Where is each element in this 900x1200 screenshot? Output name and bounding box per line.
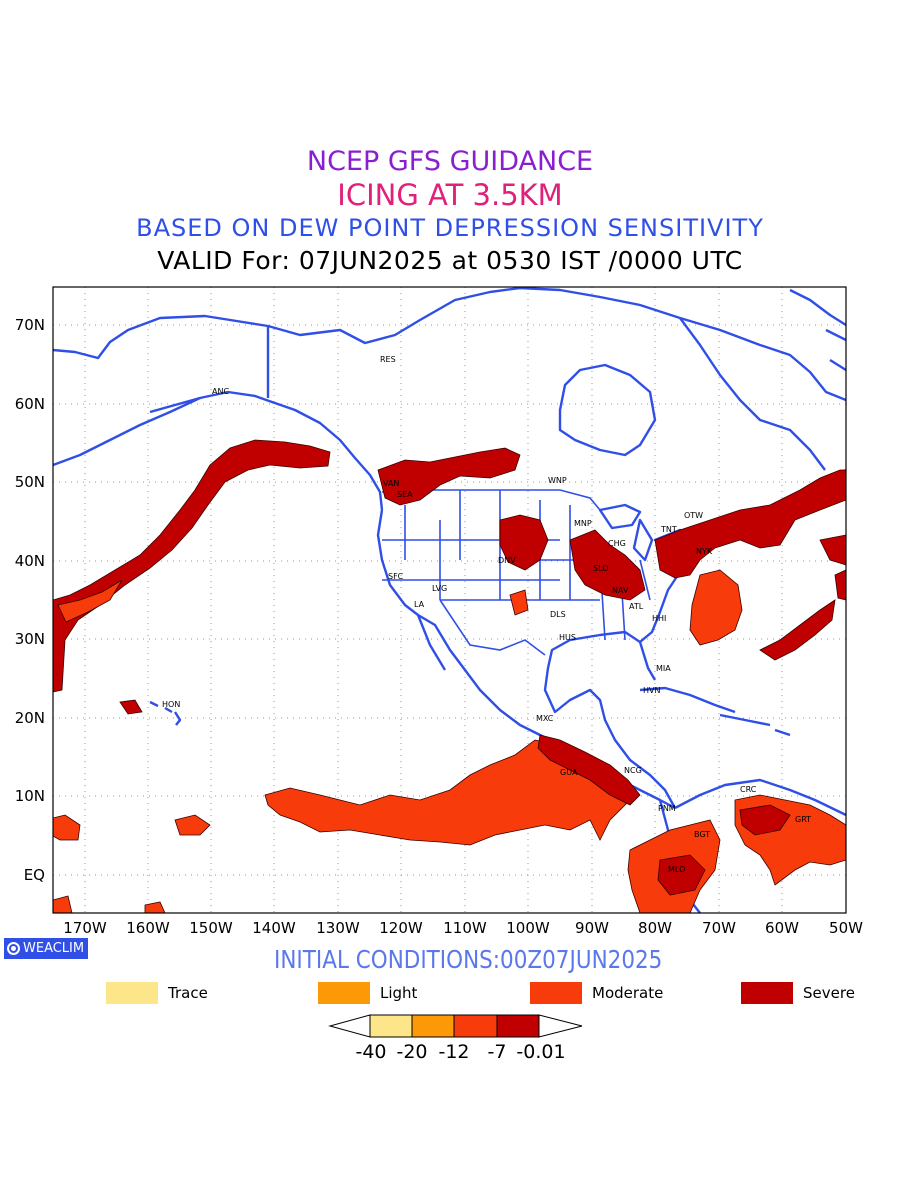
city-label: LA	[414, 600, 425, 609]
circle-logo-icon	[7, 942, 20, 955]
title-method: BASED ON DEW POINT DEPRESSION SENSITIVIT…	[136, 214, 764, 242]
colorbar-tick: -12	[438, 1041, 469, 1063]
legend-light: Light	[318, 982, 417, 1004]
longitude-label: 110W	[443, 919, 487, 937]
city-label: SEA	[397, 490, 413, 499]
colorbar-tick: -20	[396, 1041, 427, 1063]
longitude-label: 70W	[702, 919, 736, 937]
latitude-label: 10N	[15, 787, 45, 805]
longitude-label: 160W	[126, 919, 170, 937]
city-label: HON	[162, 700, 180, 709]
colorbar-cell-moderate	[453, 1014, 498, 1038]
city-label: HHI	[652, 614, 666, 623]
city-label: NYK	[696, 547, 713, 556]
colorbar-tick: -7	[488, 1041, 507, 1063]
longitude-label: 50W	[829, 919, 863, 937]
legend-swatch-light	[318, 982, 370, 1004]
initial-conditions: INITIAL CONDITIONS:00Z07JUN2025	[274, 945, 663, 974]
latitude-label: 70N	[15, 316, 45, 334]
city-label: ATL	[629, 602, 644, 611]
latitude-label: 60N	[15, 395, 45, 413]
longitude-label: 80W	[638, 919, 672, 937]
city-label: MXC	[536, 714, 554, 723]
colorbar-right-arrow	[538, 1014, 583, 1038]
city-label: CRC	[740, 785, 757, 794]
title-valid-time: VALID For: 07JUN2025 at 0530 IST /0000 U…	[157, 246, 743, 275]
city-label: MIA	[656, 664, 671, 673]
latitude-label: 20N	[15, 709, 45, 727]
legend-label-moderate: Moderate	[592, 984, 664, 1002]
city-label: BGT	[694, 830, 710, 839]
legend-severe: Severe	[741, 982, 855, 1004]
badge-label: WEACLIM	[23, 941, 85, 956]
city-label: NCG	[624, 766, 642, 775]
latitude-label: 30N	[15, 630, 45, 648]
colorbar-cell-severe	[496, 1014, 540, 1038]
city-label: HVN	[643, 686, 660, 695]
city-label: DLS	[550, 610, 566, 619]
longitude-label: 150W	[189, 919, 233, 937]
colorbar-tick: -40	[355, 1041, 386, 1063]
title-model: NCEP GFS GUIDANCE	[306, 146, 594, 177]
city-label: NAV	[612, 586, 629, 595]
title-product: ICING AT 3.5KM	[337, 178, 563, 212]
legend-label-trace: Trace	[168, 984, 208, 1002]
longitude-label: 100W	[506, 919, 550, 937]
city-label: WNP	[548, 476, 567, 485]
legend-label-light: Light	[380, 984, 418, 1002]
map-frame	[52, 286, 847, 914]
colorbar-ticks: -40 -20 -12 -7 -0.01	[355, 1041, 565, 1063]
icing-areas	[53, 439, 846, 913]
latitude-label: 40N	[15, 552, 45, 570]
longitude-label: 140W	[252, 919, 296, 937]
legend-swatch-moderate	[530, 982, 582, 1004]
weaclim-badge: WEACLIM	[4, 938, 89, 959]
city-label: GUA	[560, 768, 578, 777]
city-label: VAN	[383, 479, 399, 488]
legend-moderate: Moderate	[530, 982, 663, 1004]
legend-swatch-severe	[741, 982, 793, 1004]
latitude-label: EQ	[24, 866, 45, 884]
latitude-labels: 70N 60N 50N 40N 30N 20N 10N EQ	[15, 316, 45, 884]
latitude-label: 50N	[15, 473, 45, 491]
city-label: ANC	[212, 387, 229, 396]
city-label: TNT	[660, 525, 677, 534]
colorbar-tick: -0.01	[516, 1041, 565, 1063]
legend-swatch-trace	[106, 982, 158, 1004]
colorbar-left-arrow	[328, 1014, 371, 1038]
longitude-labels: 170W 160W 150W 140W 130W 120W 110W 100W 90W 80W 70…	[63, 919, 863, 937]
longitude-label: 90W	[575, 919, 609, 937]
city-label: CHG	[608, 539, 626, 548]
city-label: SLO	[593, 564, 609, 573]
city-label: LVG	[432, 584, 447, 593]
longitude-label: 60W	[765, 919, 799, 937]
city-label: SFC	[388, 572, 404, 581]
colorbar-cell-trace	[369, 1014, 413, 1038]
longitude-label: 120W	[379, 919, 423, 937]
city-label: GRT	[795, 815, 811, 824]
longitude-label: 130W	[316, 919, 360, 937]
legend-label-severe: Severe	[803, 984, 855, 1002]
city-label: RES	[380, 355, 396, 364]
city-label: HUS	[559, 633, 576, 642]
longitude-label: 170W	[63, 919, 107, 937]
city-label: OTW	[684, 511, 703, 520]
city-label: MLO	[668, 865, 685, 874]
colorbar-cell-light	[411, 1014, 455, 1038]
city-label: MNP	[574, 519, 592, 528]
legend-trace: Trace	[106, 982, 208, 1004]
city-labels: ANC RES VAN SEA WNP MNP OTW TNT NYK CHG SLO DNV SFC L…	[162, 355, 811, 874]
city-label: DNV	[498, 556, 516, 565]
city-label: PNM	[658, 804, 676, 813]
